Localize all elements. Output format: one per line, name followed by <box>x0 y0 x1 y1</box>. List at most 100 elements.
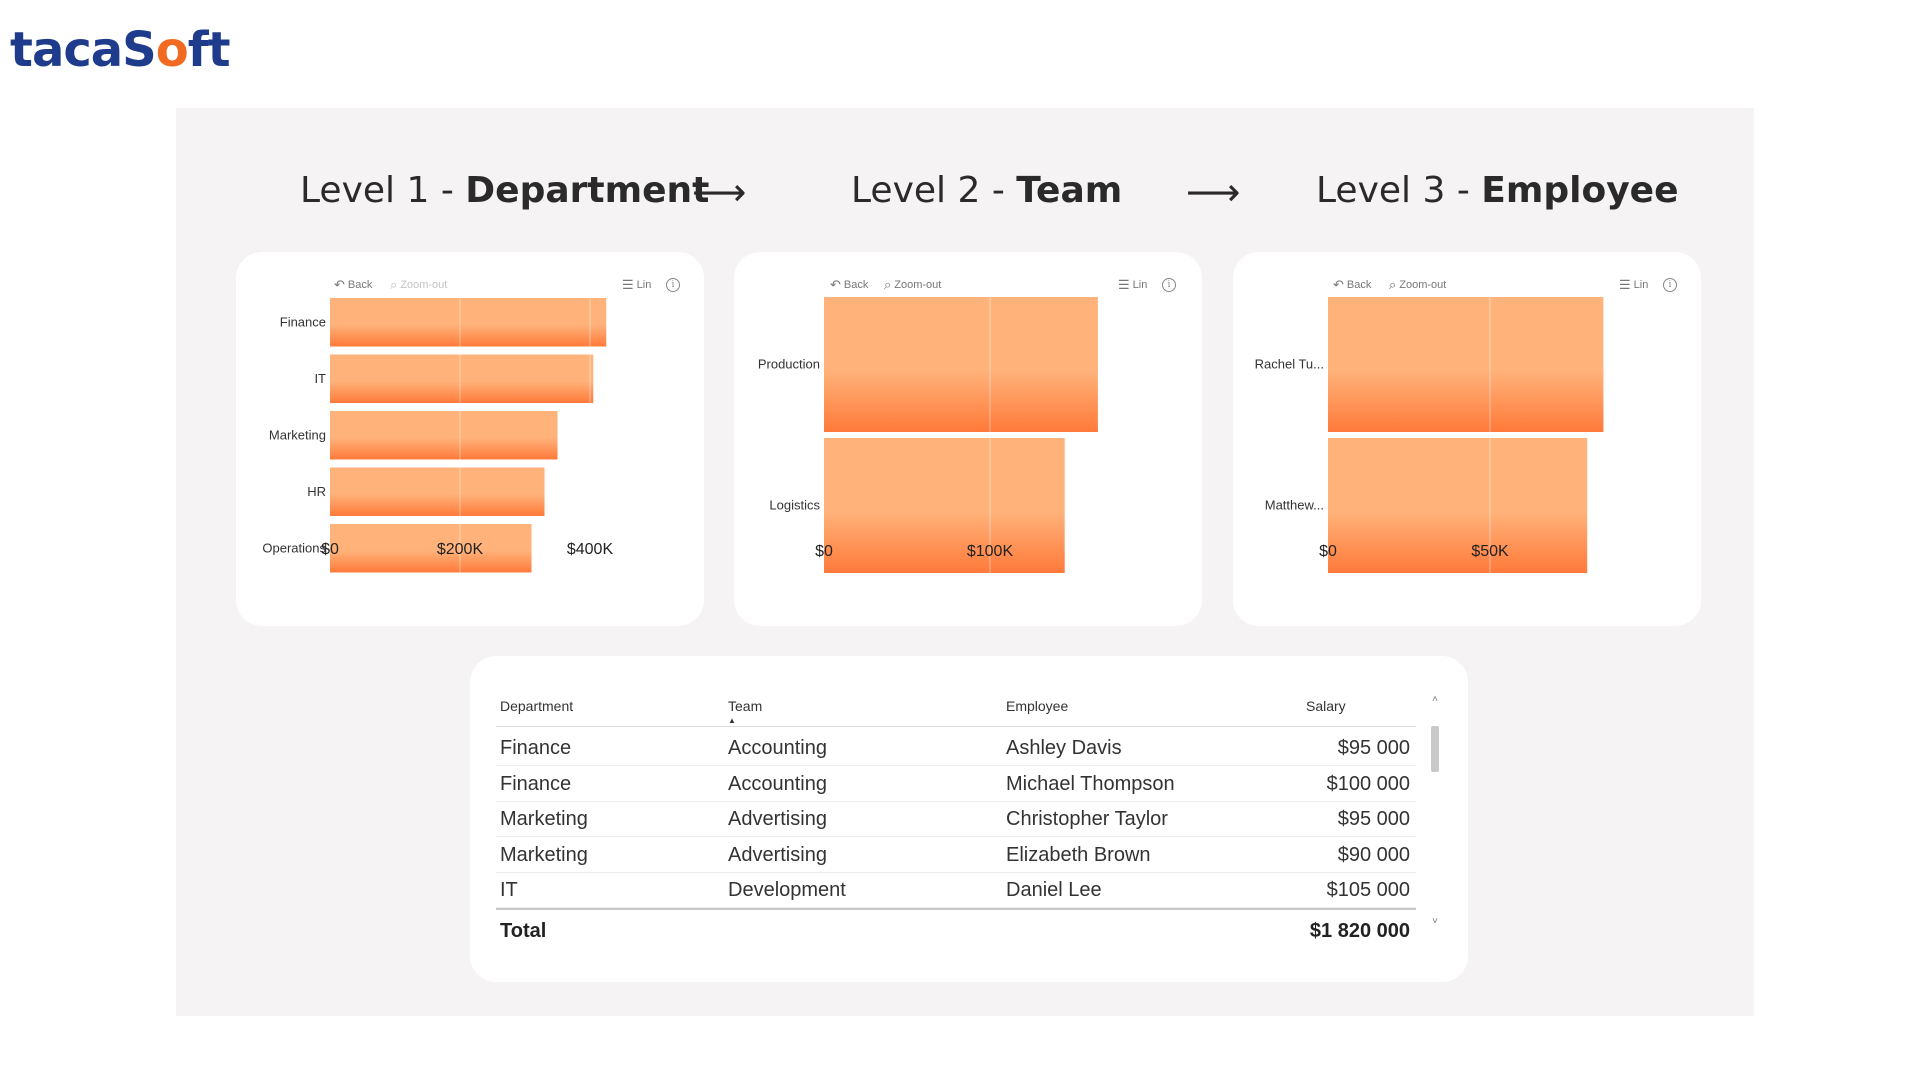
chart-toolbar: ↶ Back ⌕ Zoom-out ☰ Lin i <box>236 278 704 294</box>
table-scrollbar[interactable]: ˄ ˅ <box>1430 694 1440 932</box>
sort-ascending-icon: ▲ <box>728 716 736 725</box>
list-icon: ☰ <box>1619 277 1631 292</box>
x-tick-label: $0 <box>321 541 339 558</box>
cell-employee: Christopher Taylor <box>1006 808 1168 830</box>
cell-salary: $90 000 <box>1337 843 1410 866</box>
salary-table-card: Department Team ▲ Employee Salary Financ… <box>470 656 1468 982</box>
table-row[interactable]: IT Development Daniel Lee $105 000 <box>496 872 1416 908</box>
cell-team: Advertising <box>728 843 827 866</box>
category-label: Logistics <box>769 498 820 513</box>
table-row[interactable]: Marketing Advertising Christopher Taylor $9… <box>496 801 1416 837</box>
column-header-employee[interactable]: Employee <box>1006 698 1069 714</box>
info-icon: i <box>666 278 680 292</box>
total-label: Total <box>500 920 547 942</box>
cell-team: Accounting <box>728 772 827 795</box>
back-arrow-icon: ↶ <box>1333 277 1344 292</box>
cell-department: Finance <box>500 737 572 759</box>
table-row[interactable]: Marketing Advertising Elizabeth Brown $90 0… <box>496 837 1416 873</box>
bar[interactable] <box>330 298 607 347</box>
level-1-prefix: Level 1 - <box>300 170 466 211</box>
cell-employee: Michael Thompson <box>1006 772 1175 795</box>
cell-employee: Elizabeth Brown <box>1006 843 1151 866</box>
info-icon: i <box>1162 278 1176 292</box>
table-header: Department Team ▲ Employee Salary <box>496 698 1416 727</box>
scroll-down-icon[interactable]: ˅ <box>1432 916 1438 927</box>
x-tick-label: $100K <box>967 543 1014 560</box>
chart-card-team: ↶ Back ⌕ Zoom-out ☰ Lin i Production Logisti… <box>734 252 1202 626</box>
cell-department: Finance <box>500 772 572 795</box>
table-row[interactable]: Finance Accounting Ashley Davis $95 000 <box>496 730 1416 766</box>
total-value: $1 820 000 <box>1309 920 1410 942</box>
zoom-out-button[interactable]: ⌕ Zoom-out <box>1389 278 1446 291</box>
bar[interactable] <box>330 524 532 573</box>
category-label: IT <box>314 371 326 386</box>
zoom-out-button[interactable]: ⌕ Zoom-out <box>390 278 447 291</box>
chart-card-department: ↶ Back ⌕ Zoom-out ☰ Lin i Finance IT Marketin… <box>236 252 704 626</box>
column-header-salary[interactable]: Salary <box>1306 698 1346 714</box>
column-header-team-label: Team <box>728 698 763 714</box>
category-label: Rachel Tu... <box>1255 357 1324 372</box>
back-button[interactable]: ↶ Back <box>334 278 372 291</box>
lin-button[interactable]: ☰ Lin <box>1118 278 1147 291</box>
x-tick-label: $0 <box>1319 543 1337 560</box>
cell-salary: $95 000 <box>1337 808 1410 830</box>
bar[interactable] <box>824 438 1065 573</box>
cell-department: Marketing <box>500 843 588 866</box>
level-2-prefix: Level 2 - <box>851 170 1017 211</box>
level-3-prefix: Level 3 - <box>1316 170 1482 211</box>
bar[interactable] <box>1328 297 1604 432</box>
department-bar-chart: Finance IT Marketing HR Operations$0 $200K $40… <box>262 294 613 577</box>
bar[interactable] <box>824 297 1098 432</box>
bar[interactable] <box>330 411 558 460</box>
chart-toolbar: ↶ Back ⌕ Zoom-out ☰ Lin i <box>734 278 1202 294</box>
lin-label: Lin <box>636 278 652 291</box>
bar[interactable] <box>330 467 545 517</box>
table-row[interactable]: Finance Accounting Michael Thompson $100 00… <box>496 766 1416 802</box>
level-3-title: Level 3 - Employee <box>1316 170 1679 211</box>
lin-button[interactable]: ☰ Lin <box>622 278 651 291</box>
info-button[interactable]: i <box>666 278 680 292</box>
arrow-icon: ⟶ <box>1186 170 1241 214</box>
list-icon: ☰ <box>1118 277 1130 292</box>
info-button[interactable]: i <box>1162 278 1176 292</box>
logo-text-prefix: tacaS <box>10 22 157 78</box>
scroll-up-icon[interactable]: ˄ <box>1432 694 1438 705</box>
bar[interactable] <box>1328 438 1588 573</box>
logo-mark: o <box>155 22 189 78</box>
back-button[interactable]: ↶ Back <box>1333 278 1371 291</box>
category-label: Production <box>758 357 820 372</box>
level-2-title: Level 2 - Team <box>851 170 1122 211</box>
back-button[interactable]: ↶ Back <box>830 278 868 291</box>
cell-team: Advertising <box>728 808 827 830</box>
column-header-department[interactable]: Department <box>500 698 574 714</box>
category-label: Operations <box>262 540 326 555</box>
category-label: HR <box>307 484 326 499</box>
zoom-out-button[interactable]: ⌕ Zoom-out <box>884 278 941 291</box>
chart-card-employee: ↶ Back ⌕ Zoom-out ☰ Lin i Rachel Tu... Matth… <box>1233 252 1701 626</box>
level-3-name: Employee <box>1481 170 1679 211</box>
scroll-thumb[interactable] <box>1431 726 1439 772</box>
cell-department: Marketing <box>500 808 588 830</box>
bar[interactable] <box>330 354 594 404</box>
zoom-out-label: Zoom-out <box>400 278 448 291</box>
cell-team: Accounting <box>728 737 827 759</box>
cell-salary: $95 000 <box>1337 737 1410 759</box>
tacasoft-logo: tacaSoft <box>10 26 231 74</box>
info-button[interactable]: i <box>1663 278 1677 292</box>
back-label: Back <box>347 278 373 291</box>
lin-label: Lin <box>1633 278 1649 291</box>
cell-employee: Daniel Lee <box>1006 879 1102 901</box>
back-arrow-icon: ↶ <box>334 277 345 292</box>
info-icon: i <box>1663 278 1677 292</box>
category-label: Matthew... <box>1265 498 1324 513</box>
lin-button[interactable]: ☰ Lin <box>1619 278 1648 291</box>
lin-label: Lin <box>1132 278 1148 291</box>
column-header-team[interactable]: Team ▲ <box>728 698 763 725</box>
logo-text-suffix: ft <box>187 22 231 78</box>
zoom-out-icon: ⌕ <box>390 277 398 292</box>
level-1-name: Department <box>465 170 710 211</box>
zoom-out-label: Zoom-out <box>1399 278 1447 291</box>
level-2-name: Team <box>1016 170 1123 211</box>
category-label: Marketing <box>269 427 326 442</box>
zoom-out-icon: ⌕ <box>1389 277 1397 292</box>
